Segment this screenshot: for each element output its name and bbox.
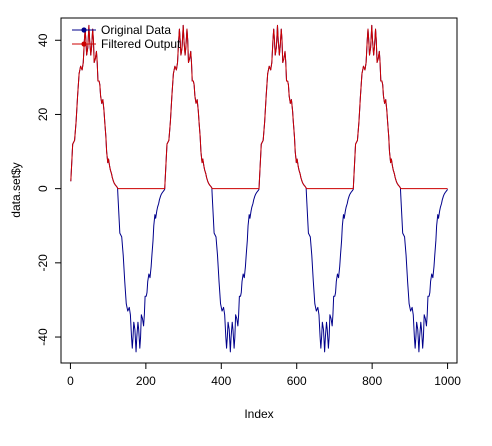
y-tick-label: 20 — [36, 107, 50, 121]
plot-border — [60, 17, 458, 364]
y-tick-label: 0 — [36, 185, 50, 192]
x-axis-title: Index — [244, 407, 273, 421]
y-tick-label: -40 — [36, 328, 50, 346]
legend-label-original: Original Data — [101, 23, 171, 37]
legend-label-filtered: Filtered Output — [101, 37, 181, 51]
x-axis: 0 200 400 600 800 1000 — [67, 362, 461, 388]
x-tick-label: 0 — [67, 374, 74, 388]
x-tick-label: 400 — [211, 374, 231, 388]
y-tick-label: 40 — [36, 33, 50, 47]
legend-marker-original — [81, 27, 87, 33]
series-layer — [70, 24, 448, 353]
legend: Original Data Filtered Output — [72, 23, 181, 51]
x-tick-label: 600 — [287, 374, 307, 388]
legend-marker-filtered — [81, 41, 87, 47]
x-tick-label: 200 — [136, 374, 156, 388]
series-line-filtered-output — [70, 24, 448, 190]
x-tick-label: 1000 — [434, 374, 461, 388]
x-tick-label: 800 — [362, 374, 382, 388]
y-tick-label: -20 — [36, 254, 50, 272]
y-axis: -40 -20 0 20 40 — [36, 33, 62, 346]
y-axis-title: data.set$y — [9, 162, 23, 217]
